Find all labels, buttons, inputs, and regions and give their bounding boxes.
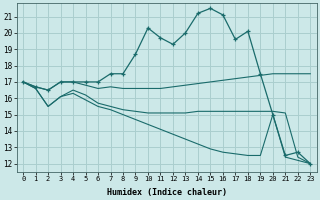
X-axis label: Humidex (Indice chaleur): Humidex (Indice chaleur)	[107, 188, 227, 197]
